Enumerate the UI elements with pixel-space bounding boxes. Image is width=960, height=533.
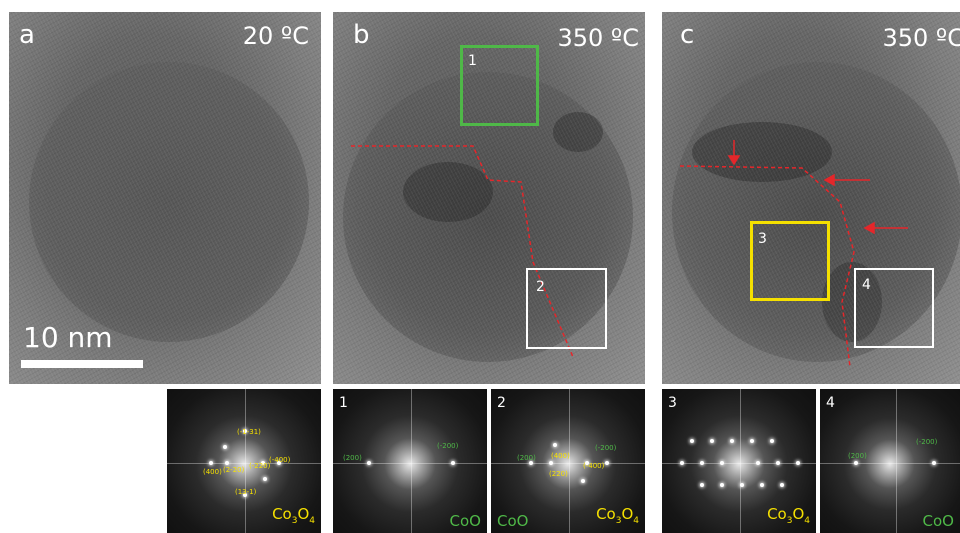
- tem-panel-b: b 350 ºC 1 2: [333, 12, 645, 384]
- scale-bar: [21, 360, 143, 368]
- region-box-3: [750, 221, 830, 301]
- panel-label-b: b: [353, 20, 370, 50]
- panel-label-c: c: [680, 20, 695, 50]
- scale-bar-label: 10 nm: [23, 321, 113, 354]
- fft-panel-4: 4 (200) (-200) CoO: [820, 389, 960, 533]
- fft-number-1: 1: [339, 395, 348, 411]
- region-number-4: 4: [862, 277, 871, 293]
- temperature-label-c: 350 ºC: [882, 24, 960, 52]
- miller-index: (-400): [583, 462, 605, 470]
- fft-number-3: 3: [668, 395, 677, 411]
- region-number-1: 1: [468, 53, 477, 69]
- phase-label: CoO: [449, 512, 481, 530]
- fft-number-2: 2: [497, 395, 506, 411]
- tem-panel-c: c 350 ºC 3 4: [662, 12, 960, 384]
- fft-panel-a: (-1-31) (400) (2-20) (-220) (-400) (13-1…: [167, 389, 321, 533]
- panel-label-a: a: [19, 20, 35, 50]
- miller-index: (400): [551, 452, 570, 460]
- phase-label: CoO: [922, 512, 954, 530]
- region-box-1: [460, 45, 539, 126]
- miller-index: (13-1): [235, 488, 257, 496]
- miller-index: (220): [549, 470, 568, 478]
- miller-index: (200): [343, 454, 362, 462]
- region-number-3: 3: [758, 231, 767, 247]
- miller-index: (-200): [916, 438, 938, 446]
- tem-panel-a: a 20 ºC 10 nm: [9, 12, 321, 384]
- phase-label: Co3O4: [767, 505, 810, 527]
- miller-index: (-200): [437, 442, 459, 450]
- miller-index: (200): [517, 454, 536, 462]
- phase-boundary-line-b: [351, 145, 574, 358]
- fft-panel-1: 1 (200) (-200) CoO: [333, 389, 487, 533]
- fft-panel-2: 2 (200) (-200) (400) (-400) (220) CoO Co…: [491, 389, 645, 533]
- fft-panel-3: 3 Co3O4: [662, 389, 816, 533]
- region-box-4: [854, 268, 934, 348]
- phase-label: Co3O4: [272, 505, 315, 527]
- miller-index: (-220): [249, 462, 271, 470]
- phase-boundary-line-c: [679, 140, 908, 368]
- phase-label-left: CoO: [497, 512, 529, 530]
- phase-label: Co3O4: [596, 505, 639, 527]
- fft-number-4: 4: [826, 395, 835, 411]
- temperature-label-b: 350 ºC: [557, 24, 639, 52]
- temperature-label-a: 20 ºC: [242, 22, 309, 50]
- miller-index: (200): [848, 452, 867, 460]
- miller-index: (2-20): [223, 466, 245, 474]
- region-box-2: [526, 268, 607, 349]
- miller-index: (400): [203, 468, 222, 476]
- miller-index: (-1-31): [237, 428, 261, 436]
- region-number-2: 2: [536, 279, 545, 295]
- miller-index: (-200): [595, 444, 617, 452]
- miller-index: (-400): [269, 456, 291, 464]
